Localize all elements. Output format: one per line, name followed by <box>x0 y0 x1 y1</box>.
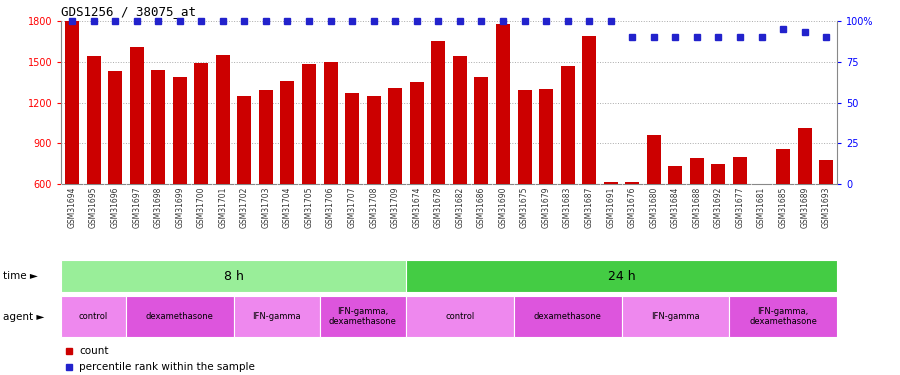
Bar <box>388 88 402 184</box>
Text: IFN-gamma,
dexamethasone: IFN-gamma, dexamethasone <box>329 307 397 326</box>
Text: GDS1256 / 38075_at: GDS1256 / 38075_at <box>61 6 196 18</box>
Text: control: control <box>79 312 108 321</box>
Bar <box>539 89 554 184</box>
Text: GSM31688: GSM31688 <box>692 186 701 228</box>
Bar <box>582 36 596 184</box>
Text: agent ►: agent ► <box>3 312 44 322</box>
Text: GSM31677: GSM31677 <box>735 186 744 228</box>
Bar <box>647 135 661 184</box>
Text: GSM31709: GSM31709 <box>391 186 400 228</box>
Bar <box>320 296 406 337</box>
Text: time ►: time ► <box>3 271 38 281</box>
Bar <box>86 56 101 184</box>
Text: IFN-gamma: IFN-gamma <box>651 312 699 321</box>
Bar <box>669 166 682 184</box>
Bar <box>776 149 790 184</box>
Bar <box>690 158 704 184</box>
Text: GSM31694: GSM31694 <box>68 186 76 228</box>
Text: GSM31695: GSM31695 <box>89 186 98 228</box>
Text: 24 h: 24 h <box>608 270 635 283</box>
Text: count: count <box>79 346 109 356</box>
Text: GSM31674: GSM31674 <box>412 186 421 228</box>
Bar <box>281 81 294 184</box>
Bar <box>604 182 617 184</box>
Text: GSM31683: GSM31683 <box>563 186 572 228</box>
Text: GSM31687: GSM31687 <box>585 186 594 228</box>
Bar <box>234 296 320 337</box>
Bar <box>65 21 79 184</box>
Bar <box>406 260 837 292</box>
Bar <box>622 296 729 337</box>
Bar <box>238 96 251 184</box>
Text: GSM31700: GSM31700 <box>197 186 206 228</box>
Text: GSM31680: GSM31680 <box>649 186 658 228</box>
Text: GSM31707: GSM31707 <box>347 186 356 228</box>
Text: dexamethasone: dexamethasone <box>534 312 601 321</box>
Text: 8 h: 8 h <box>224 270 244 283</box>
Bar <box>324 62 338 184</box>
Bar <box>819 160 833 184</box>
Text: GSM31682: GSM31682 <box>455 186 464 228</box>
Text: GSM31692: GSM31692 <box>714 186 723 228</box>
Text: GSM31708: GSM31708 <box>369 186 378 228</box>
Text: GSM31691: GSM31691 <box>607 186 616 228</box>
Text: GSM31704: GSM31704 <box>283 186 292 228</box>
Text: GSM31686: GSM31686 <box>477 186 486 228</box>
Bar <box>518 90 532 184</box>
Text: GSM31689: GSM31689 <box>800 186 809 228</box>
Text: GSM31706: GSM31706 <box>326 186 335 228</box>
Text: GSM31679: GSM31679 <box>542 186 551 228</box>
Bar <box>61 296 126 337</box>
Bar <box>797 128 812 184</box>
Text: GSM31705: GSM31705 <box>304 186 313 228</box>
Text: GSM31678: GSM31678 <box>434 186 443 228</box>
Bar <box>431 41 446 184</box>
Bar <box>474 77 489 184</box>
Bar <box>366 96 381 184</box>
Bar <box>496 24 510 184</box>
Text: control: control <box>446 312 474 321</box>
Text: percentile rank within the sample: percentile rank within the sample <box>79 362 255 372</box>
Text: GSM31696: GSM31696 <box>111 186 120 228</box>
Bar <box>345 93 359 184</box>
Bar <box>453 56 467 184</box>
Bar <box>406 296 514 337</box>
Bar <box>216 55 230 184</box>
Bar <box>561 66 574 184</box>
Bar <box>173 77 186 184</box>
Text: GSM31701: GSM31701 <box>219 186 228 228</box>
Text: GSM31676: GSM31676 <box>628 186 637 228</box>
Text: GSM31681: GSM31681 <box>757 186 766 228</box>
Bar <box>712 164 725 184</box>
Text: IFN-gamma,
dexamethasone: IFN-gamma, dexamethasone <box>749 307 817 326</box>
Text: GSM31702: GSM31702 <box>240 186 249 228</box>
Bar <box>108 71 122 184</box>
Bar <box>626 182 639 184</box>
Bar <box>733 157 747 184</box>
Text: GSM31690: GSM31690 <box>499 186 508 228</box>
Bar <box>194 63 208 184</box>
Text: IFN-gamma: IFN-gamma <box>252 312 301 321</box>
Text: GSM31697: GSM31697 <box>132 186 141 228</box>
Bar <box>259 90 273 184</box>
Text: GSM31693: GSM31693 <box>822 186 831 228</box>
Text: GSM31684: GSM31684 <box>670 186 680 228</box>
Text: GSM31675: GSM31675 <box>520 186 529 228</box>
Text: dexamethasone: dexamethasone <box>146 312 213 321</box>
Bar <box>302 64 316 184</box>
Bar <box>410 82 424 184</box>
Text: GSM31703: GSM31703 <box>261 186 270 228</box>
Bar <box>61 260 406 292</box>
Bar <box>126 296 234 337</box>
Text: GSM31685: GSM31685 <box>778 186 788 228</box>
Bar <box>151 70 166 184</box>
Text: GSM31699: GSM31699 <box>176 186 184 228</box>
Bar <box>130 47 144 184</box>
Bar <box>729 296 837 337</box>
Bar <box>514 296 622 337</box>
Text: GSM31698: GSM31698 <box>154 186 163 228</box>
